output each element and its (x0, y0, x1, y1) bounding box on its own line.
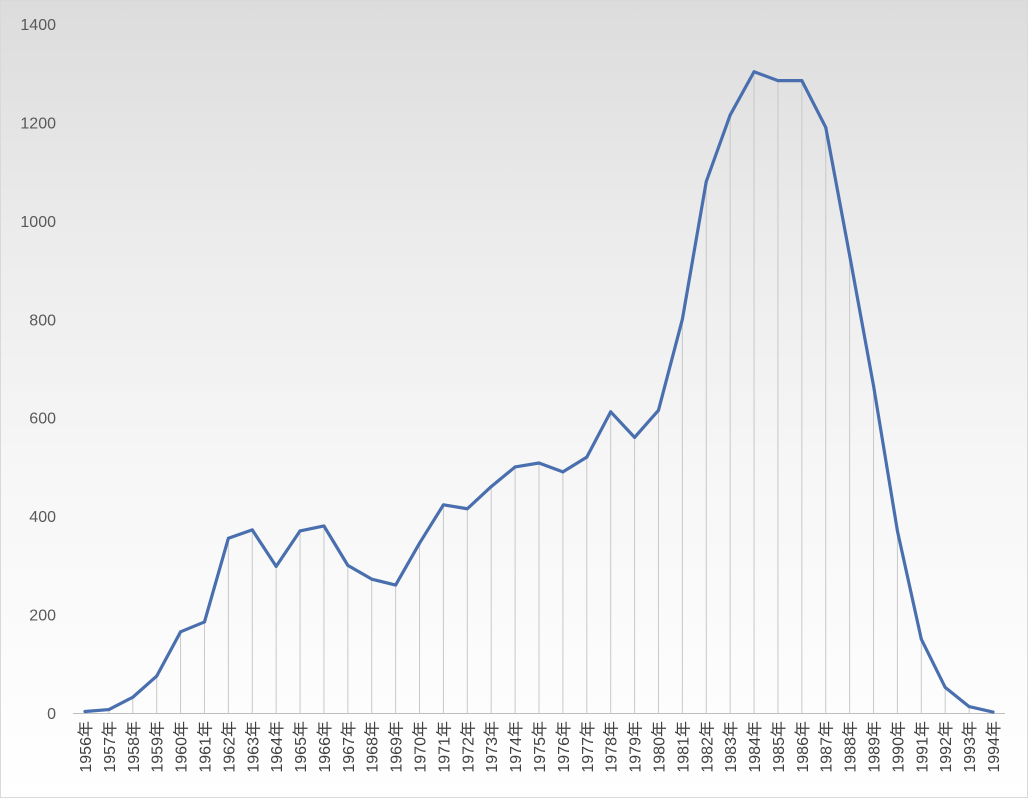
x-tick-label: 1994年 (985, 721, 1003, 773)
y-tick-label: 1200 (20, 115, 56, 132)
x-tick-label: 1963年 (244, 721, 262, 773)
x-tick-label: 1964年 (268, 721, 286, 773)
y-tick-label: 1400 (20, 17, 56, 34)
x-tick-label: 1986年 (794, 721, 812, 773)
x-tick-label: 1975年 (531, 721, 549, 773)
data-point (585, 455, 589, 459)
data-point (394, 583, 398, 587)
x-tick-label: 1977年 (579, 721, 597, 773)
x-tick-label: 1968年 (364, 721, 382, 773)
x-tick-label: 1983年 (722, 721, 740, 773)
data-point (274, 564, 278, 568)
x-axis-ticks: 1956年 1957年 1958年 1959年 1960年 1961年 1962年 1963年… (77, 721, 1003, 773)
x-tick-label: 1969年 (388, 721, 406, 773)
data-point (776, 79, 780, 83)
data-point (656, 408, 660, 412)
data-point (967, 705, 971, 709)
data-point (680, 317, 684, 321)
data-point (298, 529, 302, 533)
x-tick-label: 1967年 (340, 721, 358, 773)
data-point (418, 541, 422, 545)
x-tick-label: 1957年 (101, 721, 119, 773)
x-tick-label: 1970年 (412, 721, 430, 773)
data-point (800, 79, 804, 83)
data-point (704, 179, 708, 183)
x-tick-label: 1973年 (483, 721, 501, 773)
x-tick-label: 1992年 (937, 721, 955, 773)
data-point (537, 461, 541, 465)
y-tick-label: 600 (29, 411, 56, 428)
data-point (609, 410, 613, 414)
data-point (513, 465, 517, 469)
x-tick-label: 1987年 (818, 721, 836, 773)
x-tick-label: 1976年 (555, 721, 573, 773)
x-tick-label: 1980年 (650, 721, 668, 773)
data-point (107, 708, 111, 712)
y-tick-label: 0 (47, 706, 56, 723)
x-tick-label: 1965年 (292, 721, 310, 773)
data-point (226, 536, 230, 540)
data-point (872, 384, 876, 388)
x-tick-label: 1966年 (316, 721, 334, 773)
data-point (131, 695, 135, 699)
y-axis-ticks: 0 200 400 600 800 1000 1200 1400 (20, 17, 56, 723)
x-tick-label: 1959年 (149, 721, 167, 773)
y-tick-label: 200 (29, 608, 56, 625)
data-point (370, 577, 374, 581)
data-point (155, 674, 159, 678)
data-point (895, 529, 899, 533)
x-tick-label: 1990年 (889, 721, 907, 773)
data-point (250, 528, 254, 532)
drop-lines (84, 71, 994, 713)
data-point (633, 435, 637, 439)
x-tick-label: 1979年 (627, 721, 645, 773)
x-tick-label: 1982年 (698, 721, 716, 773)
x-tick-label: 1972年 (459, 721, 477, 773)
x-tick-label: 1956年 (77, 721, 95, 773)
x-tick-label: 1962年 (220, 721, 238, 773)
data-point (752, 70, 756, 74)
x-tick-label: 1971年 (435, 721, 453, 773)
data-point (824, 125, 828, 129)
data-point (919, 637, 923, 641)
x-tick-label: 1993年 (961, 721, 979, 773)
data-point (848, 253, 852, 257)
data-point (465, 507, 469, 511)
x-tick-label: 1958年 (125, 721, 143, 773)
data-point (322, 524, 326, 528)
data-points (83, 70, 995, 714)
x-tick-label: 1981年 (674, 721, 692, 773)
x-tick-label: 1991年 (913, 721, 931, 773)
data-point (561, 470, 565, 474)
x-tick-label: 1978年 (603, 721, 621, 773)
y-tick-label: 800 (29, 312, 56, 329)
data-point (728, 113, 732, 117)
x-tick-label: 1961年 (196, 721, 214, 773)
x-tick-label: 1989年 (866, 721, 884, 773)
data-point (943, 685, 947, 689)
data-point (346, 563, 350, 567)
data-point (489, 485, 493, 489)
x-tick-label: 1974年 (507, 721, 525, 773)
data-point (441, 503, 445, 507)
y-tick-label: 1000 (20, 214, 56, 231)
data-point (83, 710, 87, 714)
data-point (179, 630, 183, 634)
x-tick-label: 1960年 (173, 721, 191, 773)
x-tick-label: 1988年 (842, 721, 860, 773)
y-tick-label: 400 (29, 509, 56, 526)
x-tick-label: 1984年 (746, 721, 764, 773)
x-tick-label: 1985年 (770, 721, 788, 773)
data-point (202, 620, 206, 624)
data-point (991, 710, 995, 714)
